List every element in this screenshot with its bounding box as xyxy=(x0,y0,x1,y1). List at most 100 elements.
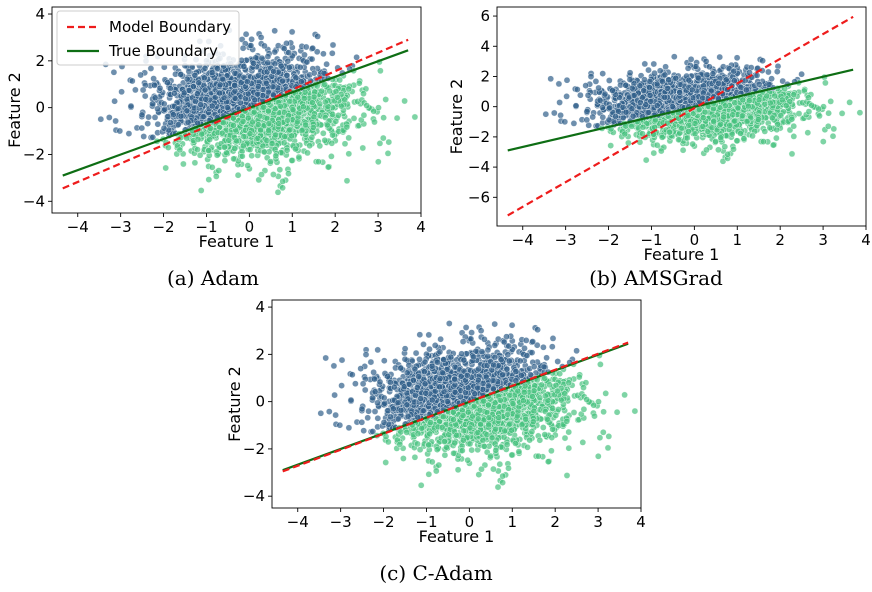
point-class-below xyxy=(256,112,264,120)
point-class-below xyxy=(808,102,816,109)
point-class-above xyxy=(261,42,268,50)
point-class-below xyxy=(279,178,287,185)
point-class-below xyxy=(315,158,322,165)
point-class-below xyxy=(292,145,299,153)
point-class-below xyxy=(219,119,227,126)
point-class-below xyxy=(260,103,268,111)
point-class-below xyxy=(321,136,329,144)
point-class-above xyxy=(167,119,174,126)
point-class-above xyxy=(572,102,580,109)
point-class-above xyxy=(563,93,570,100)
point-class-above xyxy=(353,54,360,61)
point-class-above xyxy=(201,65,209,72)
point-class-below xyxy=(377,67,384,75)
point-class-above xyxy=(127,102,135,110)
point-class-below xyxy=(272,152,280,160)
point-class-above xyxy=(242,30,250,38)
point-class-below xyxy=(265,127,273,134)
point-class-above xyxy=(271,27,279,35)
point-class-below xyxy=(221,157,229,164)
y-axis-label: Feature 2 xyxy=(5,72,24,148)
x-tick-label: −1 xyxy=(195,218,217,236)
point-class-above xyxy=(798,70,805,78)
point-class-above xyxy=(141,92,149,100)
point-class-below xyxy=(685,122,693,129)
point-class-below xyxy=(343,177,351,185)
point-class-below xyxy=(294,93,302,101)
point-class-below xyxy=(283,146,291,154)
point-class-below xyxy=(233,137,240,145)
point-class-below xyxy=(341,140,349,148)
point-class-below xyxy=(728,130,736,138)
point-class-above xyxy=(759,57,766,65)
point-class-above xyxy=(737,84,745,91)
point-class-above xyxy=(323,60,330,68)
point-class-above xyxy=(243,78,251,85)
point-class-above xyxy=(185,68,193,75)
point-class-below xyxy=(196,151,204,159)
point-class-below xyxy=(279,184,286,192)
point-class-above xyxy=(557,112,564,119)
point-class-above xyxy=(177,71,184,78)
point-class-above xyxy=(128,77,136,85)
point-class-below xyxy=(827,98,835,105)
point-class-below xyxy=(359,144,367,152)
point-class-below xyxy=(771,92,779,100)
point-class-above xyxy=(111,97,118,105)
point-class-below xyxy=(308,133,316,141)
x-tick-label: 4 xyxy=(416,218,426,236)
x-tick-label: −4 xyxy=(67,218,89,236)
point-class-below xyxy=(294,118,301,126)
point-class-below xyxy=(328,139,336,147)
point-class-below xyxy=(733,137,741,145)
point-class-below xyxy=(749,132,756,140)
point-class-below xyxy=(393,114,401,122)
x-tick-label: 2 xyxy=(330,218,340,236)
point-class-below xyxy=(309,124,317,131)
point-class-below xyxy=(411,113,419,121)
point-class-above xyxy=(620,114,627,121)
point-class-above xyxy=(254,83,262,90)
point-class-below xyxy=(380,114,387,121)
point-class-below xyxy=(846,99,853,106)
point-class-above xyxy=(583,116,591,124)
point-class-above xyxy=(755,81,763,88)
x-axis-label: Feature 1 xyxy=(199,232,275,251)
point-class-below xyxy=(323,121,331,129)
point-class-above xyxy=(612,113,619,120)
point-class-below xyxy=(198,130,205,138)
point-class-below xyxy=(329,131,336,139)
point-class-above xyxy=(283,72,291,79)
point-class-above xyxy=(280,45,288,52)
point-class-below xyxy=(829,132,837,140)
point-class-above xyxy=(599,70,607,77)
point-class-below xyxy=(838,110,846,117)
point-class-above xyxy=(264,53,272,60)
point-class-above xyxy=(139,86,147,94)
y-tick-label: −2 xyxy=(23,145,45,163)
point-class-below xyxy=(274,188,282,196)
point-class-above xyxy=(151,94,159,102)
point-class-below xyxy=(300,103,307,111)
point-class-below xyxy=(212,173,220,180)
point-class-below xyxy=(335,112,342,119)
point-class-above xyxy=(661,71,669,79)
point-class-above xyxy=(214,65,221,72)
point-class-below xyxy=(679,146,687,154)
point-class-above xyxy=(160,124,168,132)
point-class-above xyxy=(161,106,168,113)
point-class-above xyxy=(216,89,223,97)
point-class-below xyxy=(286,126,294,134)
point-class-above xyxy=(97,115,105,123)
point-class-above xyxy=(779,77,787,85)
point-class-below xyxy=(286,98,294,105)
point-class-above xyxy=(650,60,658,68)
point-class-below xyxy=(246,146,254,153)
point-class-below xyxy=(206,136,213,143)
point-class-above xyxy=(183,75,191,83)
point-class-above xyxy=(144,120,151,127)
point-class-below xyxy=(270,171,277,178)
point-class-below xyxy=(194,146,201,153)
point-class-above xyxy=(170,111,177,118)
point-class-above xyxy=(174,105,182,112)
